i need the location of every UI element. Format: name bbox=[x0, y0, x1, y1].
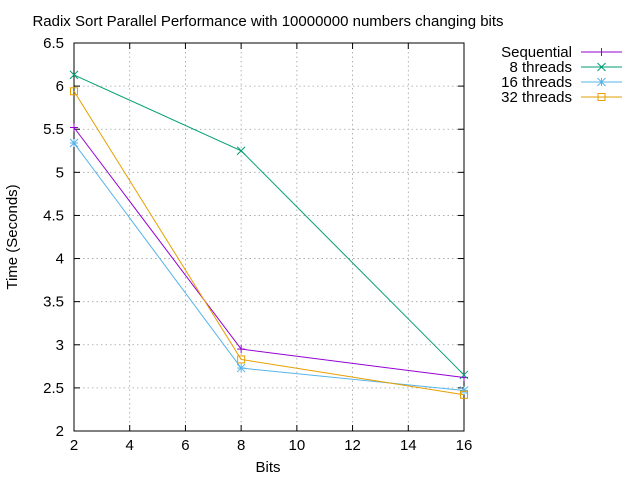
data-point-32-threads bbox=[460, 390, 468, 399]
series-line-8-threads bbox=[73, 74, 465, 376]
y-tick-label: 2.5 bbox=[43, 380, 64, 397]
series-line-16-threads bbox=[73, 142, 465, 391]
data-point-32-threads-stroke bbox=[237, 355, 246, 364]
y-tick-label: 6.5 bbox=[43, 35, 64, 52]
grid bbox=[74, 43, 464, 431]
data-point-32-threads bbox=[70, 87, 78, 96]
x-axis: 2 4 6 8 10 12 14 16 bbox=[70, 43, 473, 454]
x-tick-label: 4 bbox=[126, 437, 134, 454]
x-tick-label: 14 bbox=[400, 437, 417, 454]
data-point-16-threads-stroke bbox=[459, 386, 469, 395]
legend-marker-8-threads bbox=[597, 62, 606, 72]
y-axis-label: Time (Seconds) bbox=[4, 184, 21, 289]
data-point-8-threads-stroke bbox=[236, 146, 246, 156]
data-point-16-threads bbox=[459, 386, 469, 395]
data-point-8-threads-stroke bbox=[459, 370, 469, 380]
y-tick-label: 2 bbox=[56, 423, 64, 440]
series-layer bbox=[69, 70, 469, 399]
data-point-32-threads-stroke bbox=[460, 390, 468, 399]
x-tick-label: 2 bbox=[70, 437, 78, 454]
series-line-32-threads bbox=[73, 91, 465, 396]
y-tick-label: 5 bbox=[56, 164, 64, 181]
x-tick-label: 8 bbox=[237, 437, 245, 454]
x-tick-label: 10 bbox=[289, 437, 306, 454]
legend-marker-32-threads bbox=[597, 93, 606, 101]
y-tick-label: 4.5 bbox=[43, 207, 64, 224]
legend-label-sequential: Sequential bbox=[501, 44, 572, 61]
data-point-16-threads bbox=[236, 363, 246, 373]
plot-frame bbox=[73, 42, 465, 432]
legend-marker-8-threads-stroke bbox=[597, 62, 606, 72]
y-axis: 2 2.5 3 3.5 4 4.5 5 5.5 6 6.5 bbox=[43, 35, 464, 440]
y-tick-label: 3 bbox=[56, 337, 64, 354]
x-tick-label: 6 bbox=[181, 437, 189, 454]
x-tick-label: 16 bbox=[456, 437, 473, 454]
y-tick-label: 6 bbox=[56, 78, 64, 95]
y-tick-label: 5.5 bbox=[43, 121, 64, 138]
y-tick-label: 4 bbox=[56, 251, 64, 268]
data-point-8-threads bbox=[459, 370, 469, 380]
data-point-16-threads bbox=[69, 138, 79, 148]
legend-marker-32-threads-stroke bbox=[597, 93, 606, 101]
data-point-16-threads-stroke bbox=[236, 363, 246, 373]
chart-title: Radix Sort Parallel Performance with 100… bbox=[32, 13, 503, 30]
series-line-sequential bbox=[73, 127, 465, 379]
legend-marker-16-threads bbox=[597, 77, 606, 87]
data-point-sequential bbox=[70, 123, 78, 132]
legend-label-8-threads: 8 threads bbox=[509, 59, 572, 76]
y-tick-label: 3.5 bbox=[43, 294, 64, 311]
data-point-16-threads-stroke bbox=[69, 138, 79, 148]
data-point-8-threads bbox=[69, 70, 79, 80]
legend-label-32-threads: 32 threads bbox=[501, 89, 572, 106]
data-point-8-threads-stroke bbox=[69, 70, 79, 80]
data-point-8-threads bbox=[236, 146, 246, 156]
data-point-sequential bbox=[237, 345, 246, 354]
x-axis-label: Bits bbox=[255, 459, 280, 476]
x-tick-label: 12 bbox=[344, 437, 361, 454]
data-point-32-threads-stroke bbox=[70, 87, 78, 96]
legend-marker-sequential bbox=[597, 48, 606, 56]
data-point-32-threads bbox=[237, 355, 246, 364]
legend-marker-16-threads-stroke bbox=[597, 77, 606, 87]
legend-label-16-threads: 16 threads bbox=[501, 74, 572, 91]
